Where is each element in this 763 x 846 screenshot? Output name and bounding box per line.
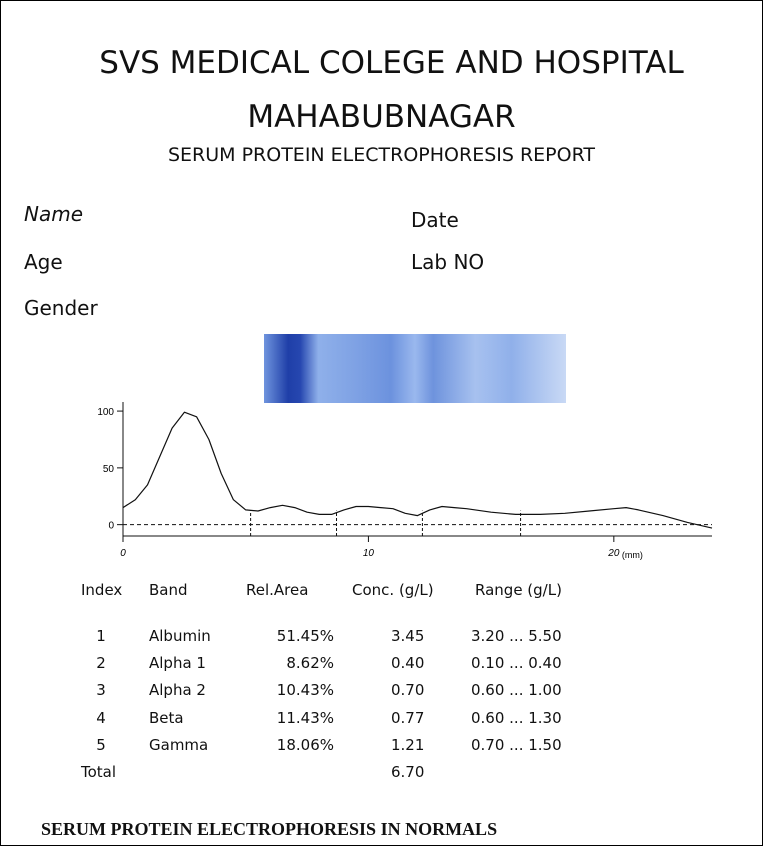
x-unit: (mm) [622,550,643,560]
table-cell: 18.06% [234,736,334,754]
densitometry-curve [123,412,712,528]
column-header: Band [149,581,188,599]
table-cell: 3.45 [391,627,424,645]
table-cell: 11.43% [234,709,334,727]
table-cell: 4 [81,709,121,727]
table-cell: 1.21 [391,736,424,754]
y-tick-label: 50 [103,464,115,475]
table-cell: 0.70 ... 1.50 [471,736,562,754]
y-tick-label: 100 [97,407,114,418]
section-heading: SERUM PROTEIN ELECTROPHORESIS IN NORMALS [41,819,497,840]
table-cell: 0.40 [391,654,424,672]
table-cell: 0.70 [391,681,424,699]
total-label: Total [81,763,116,781]
table-cell: 0.60 ... 1.30 [471,709,562,727]
table-cell: Beta [149,709,184,727]
table-cell: Alpha 2 [149,681,206,699]
table-cell: 5 [81,736,121,754]
table-cell: 0.77 [391,709,424,727]
column-header: Index [81,581,122,599]
table-cell: 8.62% [234,654,334,672]
table-cell: 1 [81,627,121,645]
column-header: Rel.Area [246,581,308,599]
table-cell: 3 [81,681,121,699]
gel-strip [264,334,566,403]
table-cell: 0.10 ... 0.40 [471,654,562,672]
table-cell: 3.20 ... 5.50 [471,627,562,645]
plot-area: 0 50 100 0 10 20(mm) [97,402,712,560]
report-page: SVS MEDICAL COLEGE AND HOSPITAL MAHABUBN… [0,0,763,846]
table-cell: Gamma [149,736,208,754]
y-tick-label: 0 [108,521,114,532]
chart: 0 50 100 0 10 20(mm) [1,1,762,601]
table-cell: Albumin [149,627,211,645]
table-cell: 10.43% [234,681,334,699]
x-tick-label: 20 [607,548,620,559]
table-cell: 51.45% [234,627,334,645]
x-tick-label: 10 [363,548,375,559]
table-cell: Alpha 1 [149,654,206,672]
x-tick-label: 0 [120,548,126,559]
table-cell: 2 [81,654,121,672]
total-value: 6.70 [391,763,424,781]
column-header: Conc. (g/L) [352,581,434,599]
column-header: Range (g/L) [475,581,562,599]
table-cell: 0.60 ... 1.00 [471,681,562,699]
